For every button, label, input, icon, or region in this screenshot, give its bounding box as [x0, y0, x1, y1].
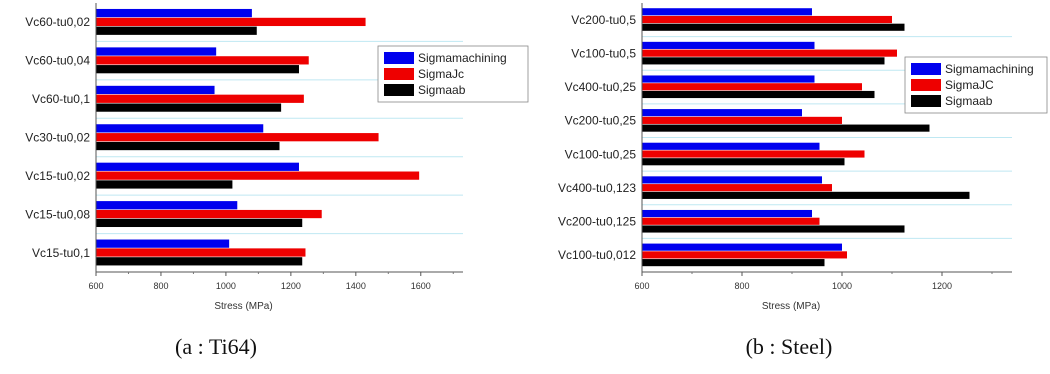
bar-sigmaab-vc30-tu0-02 [96, 141, 280, 151]
x-tick-label: 800 [734, 281, 749, 291]
bar-sigmamachining-vc200-tu0-25 [642, 109, 802, 117]
bar-sigmamachining-vc400-tu0-123 [642, 176, 822, 184]
bar-sigmajc-vc60-tu0-04 [96, 56, 309, 65]
chart-steel: Vc200-tu0,5 Vc100-tu0,5 Vc400-tu0,25 Vc200-… [558, 3, 1048, 359]
chart-ti64: Vc60-tu0,02 Vc60-tu0,04 Vc60-tu0,1 Vc30-tu0… [25, 3, 529, 359]
bar-sigmamachining-vc100-tu0-25 [642, 142, 820, 150]
legend-label: SigmaJC [945, 78, 994, 92]
bar-sigmaab-vc200-tu0-125 [642, 225, 905, 233]
bar-sigmajc-vc100-tu0-25 [642, 150, 865, 158]
category-label: Vc15-tu0,1 [32, 246, 90, 260]
category-label: Vc200-tu0,25 [565, 114, 637, 128]
category-label: Vc400-tu0,123 [558, 181, 636, 195]
x-tick-label: 600 [634, 281, 649, 291]
x-tick-label: 1200 [932, 281, 952, 291]
bar-sigmamachining-vc60-tu0-02 [96, 8, 252, 18]
x-tick-label: 1000 [216, 281, 236, 291]
legend-swatch-sigmaab [911, 95, 941, 107]
bar-sigmamachining-vc100-tu0-012 [642, 243, 842, 251]
bar-sigmajc-vc400-tu0-123 [642, 184, 832, 192]
legend-swatch-sigmaab [384, 84, 414, 96]
category-label: Vc60-tu0,1 [32, 92, 90, 106]
category-label: Vc15-tu0,08 [25, 207, 90, 221]
legend-swatch-sigmajc [384, 68, 414, 80]
bar-sigmaab-vc60-tu0-1 [96, 103, 282, 112]
category-label: Vc60-tu0,02 [25, 15, 90, 29]
bar-sigmaab-vc15-tu0-08 [96, 218, 303, 228]
bar-sigmajc-vc200-tu0-25 [642, 116, 842, 124]
x-tick-label: 1000 [832, 281, 852, 291]
legend-label: Sigmamachining [945, 62, 1034, 76]
category-label: Vc30-tu0,02 [25, 131, 90, 145]
bar-sigmaab-vc15-tu0-1 [96, 257, 303, 266]
bar-sigmamachining-vc15-tu0-08 [96, 201, 238, 210]
x-tick-label: 1200 [281, 281, 301, 291]
bar-sigmajc-vc60-tu0-02 [96, 17, 366, 27]
bar-sigmajc-vc30-tu0-02 [96, 133, 379, 142]
legend-label: Sigmamachining [418, 51, 507, 65]
category-label: Vc60-tu0,04 [25, 54, 90, 68]
bar-sigmajc-vc200-tu0-5 [642, 15, 892, 24]
bar-sigmamachining-vc100-tu0-5 [642, 41, 815, 49]
bar-sigmaab-vc200-tu0-5 [642, 23, 905, 31]
legend-swatch-sigmamachining [384, 52, 414, 64]
bar-sigmamachining-vc400-tu0-25 [642, 75, 815, 83]
bar-sigmajc-vc400-tu0-25 [642, 83, 862, 91]
bar-sigmamachining-vc200-tu0-5 [642, 8, 812, 16]
category-label: Vc15-tu0,02 [25, 169, 90, 183]
bar-sigmaab-vc15-tu0-02 [96, 180, 233, 189]
figure-caption: (b : Steel) [746, 334, 833, 359]
bar-sigmajc-vc60-tu0-1 [96, 94, 304, 103]
category-label: Vc400-tu0,25 [565, 80, 637, 94]
legend-swatch-sigmajc [911, 79, 941, 91]
bar-sigmaab-vc100-tu0-5 [642, 57, 885, 65]
category-label: Vc100-tu0,5 [571, 46, 636, 60]
bar-sigmajc-vc15-tu0-08 [96, 209, 322, 219]
legend-swatch-sigmamachining [911, 63, 941, 75]
bar-sigmaab-vc400-tu0-25 [642, 90, 875, 99]
bar-sigmamachining-vc30-tu0-02 [96, 124, 264, 133]
category-label: Vc100-tu0,25 [565, 147, 637, 161]
legend-label: Sigmaab [945, 94, 993, 108]
bar-sigmajc-vc100-tu0-012 [642, 251, 847, 259]
category-label: Vc100-tu0,012 [558, 248, 636, 262]
x-axis-title: Stress (MPa) [214, 301, 272, 312]
category-label: Vc200-tu0,5 [571, 13, 636, 27]
bar-sigmajc-vc15-tu0-02 [96, 171, 420, 180]
bar-sigmaab-vc60-tu0-04 [96, 65, 299, 74]
bar-sigmaab-vc100-tu0-25 [642, 158, 845, 166]
bar-sigmaab-vc200-tu0-25 [642, 124, 930, 132]
x-tick-label: 1400 [346, 281, 366, 291]
x-tick-label: 600 [88, 281, 103, 291]
bar-sigmamachining-vc200-tu0-125 [642, 209, 812, 218]
bar-sigmamachining-vc15-tu0-02 [96, 162, 299, 171]
x-tick-label: 1600 [411, 281, 431, 291]
x-axis-title: Stress (MPa) [762, 301, 820, 312]
bar-sigmamachining-vc60-tu0-04 [96, 47, 217, 56]
legend-label: Sigmaab [418, 83, 466, 97]
legend-label: SigmaJc [418, 67, 464, 81]
category-label: Vc200-tu0,125 [558, 215, 636, 229]
x-tick-label: 800 [153, 281, 168, 291]
bar-sigmamachining-vc60-tu0-1 [96, 85, 215, 95]
bar-sigmaab-vc60-tu0-02 [96, 26, 257, 35]
figure-caption: (a : Ti64) [175, 334, 257, 359]
bar-sigmaab-vc400-tu0-123 [642, 191, 970, 199]
bar-sigmajc-vc15-tu0-1 [96, 248, 306, 257]
bar-sigmajc-vc100-tu0-5 [642, 49, 897, 57]
bar-sigmamachining-vc15-tu0-1 [96, 239, 230, 248]
bar-sigmajc-vc200-tu0-125 [642, 217, 820, 225]
bar-sigmaab-vc100-tu0-012 [642, 259, 825, 267]
